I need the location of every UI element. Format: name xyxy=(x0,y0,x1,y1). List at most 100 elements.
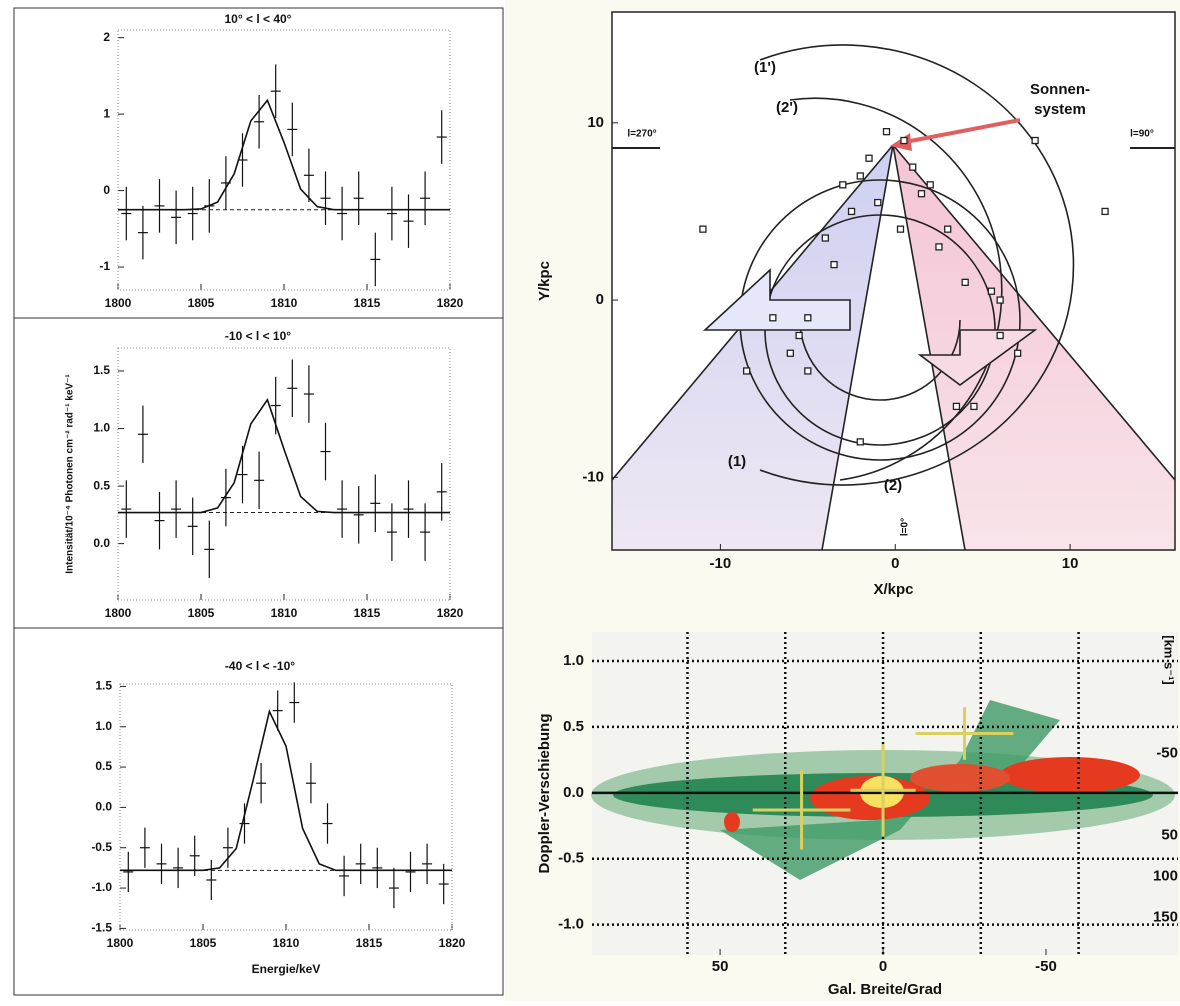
y-tick-label: 0.0 xyxy=(95,800,112,814)
annotation: (2') xyxy=(776,99,798,116)
y2-tick-label: 100 xyxy=(1153,867,1178,884)
y2-tick-label: -50 xyxy=(1156,744,1178,761)
annotation: system xyxy=(1034,101,1086,118)
y-tick-label: 1.5 xyxy=(93,363,110,377)
sightline xyxy=(821,144,894,551)
panel-box xyxy=(13,627,504,996)
source xyxy=(909,163,917,171)
source xyxy=(786,349,794,357)
y2-axis-label: [km s⁻¹] xyxy=(1162,635,1177,684)
source xyxy=(996,296,1004,304)
y-tick-label: 0.5 xyxy=(95,759,112,773)
x-tick-label: 1810 xyxy=(273,936,300,950)
source xyxy=(944,225,952,233)
x-tick-label: 1805 xyxy=(188,606,215,620)
annotation: (1') xyxy=(754,59,776,76)
source xyxy=(952,402,961,411)
source xyxy=(874,198,882,207)
x-tick-label: 1820 xyxy=(437,606,464,620)
y-tick-label: 1.5 xyxy=(95,679,112,693)
y2-tick-label: 50 xyxy=(1161,826,1178,843)
y2-tick-label: 150 xyxy=(1153,908,1178,925)
source xyxy=(699,225,707,233)
source xyxy=(1031,136,1039,145)
x-tick-label: 1805 xyxy=(188,296,215,310)
x-tick-label: 1810 xyxy=(271,296,298,310)
arrow-outline xyxy=(917,329,1038,386)
source xyxy=(804,367,812,375)
source xyxy=(856,172,864,180)
panel-title: -40 < l < -10° xyxy=(225,659,295,673)
panel-box xyxy=(13,7,504,319)
y-tick-label: 1.0 xyxy=(95,719,112,733)
x-tick-label: 1820 xyxy=(439,936,466,950)
y-tick-label: -1.5 xyxy=(91,921,112,935)
y-tick-label: -0.5 xyxy=(91,840,112,854)
sightline xyxy=(892,144,966,551)
annotation: Sonnen- xyxy=(1030,81,1090,98)
source xyxy=(1101,207,1109,216)
source xyxy=(804,314,812,322)
x-tick-label: 1800 xyxy=(105,296,132,310)
emission xyxy=(720,700,1060,880)
x-axis-label: Gal. Breite/Grad xyxy=(828,981,942,998)
spiral-arm xyxy=(789,97,1003,481)
y-tick-label: 1 xyxy=(103,106,110,120)
y-tick-label: 0.5 xyxy=(563,718,584,735)
x-tick-label: 1800 xyxy=(105,606,132,620)
source xyxy=(917,190,926,198)
source xyxy=(926,181,934,189)
x-tick-label: 1810 xyxy=(271,606,298,620)
x-tick-label: 50 xyxy=(712,958,729,975)
y-tick-label: -0.5 xyxy=(558,850,584,867)
y-tick-label: 0 xyxy=(103,183,110,197)
arrow-outline xyxy=(702,268,851,331)
x-tick-label: 0 xyxy=(879,958,887,975)
x-tick-label: -50 xyxy=(1035,958,1057,975)
plot-frame xyxy=(119,683,453,931)
sightline xyxy=(892,144,1176,481)
map-frame xyxy=(611,11,1176,551)
source xyxy=(830,260,838,269)
panel-title: 10° < l < 40° xyxy=(225,12,292,26)
source xyxy=(769,314,777,322)
annotation: l=270° xyxy=(627,129,656,140)
source xyxy=(847,207,856,216)
x-axis-label: Energie/keV xyxy=(252,962,321,976)
spiral-arm xyxy=(759,44,1075,486)
sun-arrow xyxy=(899,118,1021,145)
source xyxy=(896,225,905,233)
emission xyxy=(1000,757,1140,793)
x-tick-label: 1815 xyxy=(354,296,381,310)
y-tick-label: 1.0 xyxy=(563,652,584,669)
source xyxy=(996,331,1004,340)
source xyxy=(865,154,873,162)
x-tick-label: -10 xyxy=(710,555,732,572)
y-tick-label: -1.0 xyxy=(91,880,112,894)
source xyxy=(970,402,978,411)
y-tick-label: -1 xyxy=(99,259,110,273)
fit-curve xyxy=(118,98,450,211)
source xyxy=(856,438,864,446)
source xyxy=(935,243,943,251)
y-axis-label: Intensität/10⁻⁴ Photonen cm⁻² rad⁻¹ keV⁻… xyxy=(65,374,76,574)
x-tick-label: 1805 xyxy=(190,936,217,950)
y-tick-label: 0 xyxy=(596,291,604,308)
emission xyxy=(724,812,740,832)
plot-frame xyxy=(117,347,451,601)
x-tick-label: 10 xyxy=(1062,555,1079,572)
source xyxy=(961,278,969,286)
x-tick-label: 0 xyxy=(891,555,899,572)
y-tick-label: -1.0 xyxy=(558,916,584,933)
y-tick-label: -10 xyxy=(582,468,604,485)
source xyxy=(839,181,847,189)
y-tick-label: 0.0 xyxy=(93,536,110,550)
source xyxy=(987,287,996,295)
source xyxy=(1013,349,1022,357)
annotation: l=90° xyxy=(1130,129,1154,140)
y-tick-label: 1.0 xyxy=(93,421,110,435)
y-tick-label: 0.0 xyxy=(563,784,584,801)
source xyxy=(742,367,751,375)
x-tick-label: 1815 xyxy=(356,936,383,950)
